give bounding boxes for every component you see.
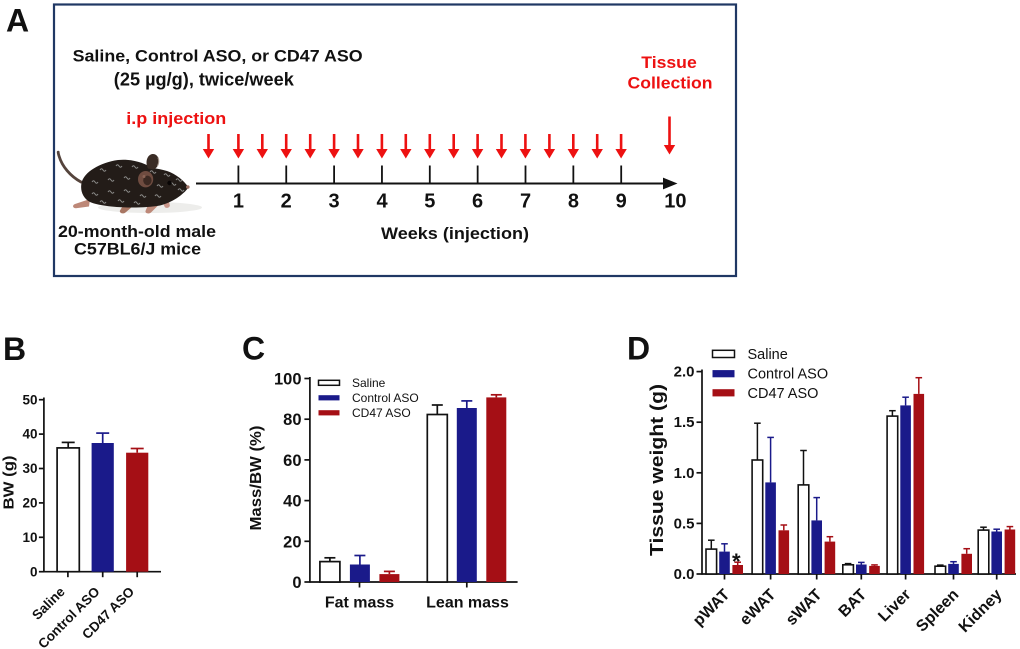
svg-text:Fat mass: Fat mass — [325, 595, 394, 612]
svg-text:B: B — [3, 331, 26, 367]
svg-text:Control ASO: Control ASO — [748, 367, 829, 383]
svg-text:40: 40 — [22, 427, 37, 442]
svg-text:0.5: 0.5 — [674, 515, 695, 532]
svg-text:Tissue: Tissue — [641, 53, 697, 72]
svg-text:CD47 ASO: CD47 ASO — [352, 406, 411, 420]
svg-text:6: 6 — [472, 191, 483, 213]
svg-text:2.0: 2.0 — [674, 364, 695, 381]
svg-text:1: 1 — [233, 191, 244, 213]
svg-text:A: A — [6, 3, 29, 39]
svg-text:5: 5 — [424, 191, 435, 213]
svg-text:8: 8 — [568, 191, 579, 213]
svg-text:Control ASO: Control ASO — [352, 391, 419, 405]
svg-text:1.5: 1.5 — [674, 414, 695, 431]
svg-text:Mass/BW (%): Mass/BW (%) — [248, 426, 265, 531]
svg-text:60: 60 — [283, 452, 301, 470]
svg-text:20-month-old male: 20-month-old male — [58, 222, 216, 241]
svg-text:Lean mass: Lean mass — [426, 595, 509, 612]
svg-text:4: 4 — [376, 191, 388, 213]
svg-text:20: 20 — [22, 496, 37, 511]
svg-text:3: 3 — [329, 191, 340, 213]
svg-text:Saline: Saline — [748, 347, 788, 363]
svg-text:Saline: Saline — [352, 376, 386, 390]
svg-text:2: 2 — [281, 191, 292, 213]
svg-text:100: 100 — [274, 371, 302, 389]
svg-text:Collection: Collection — [628, 74, 713, 93]
svg-text:0: 0 — [292, 574, 301, 592]
svg-text:Saline, Control ASO, or CD47 A: Saline, Control ASO, or CD47 ASO — [73, 48, 363, 66]
svg-text:Weeks (injection): Weeks (injection) — [381, 225, 529, 243]
svg-text:Tissue weight (g): Tissue weight (g) — [647, 384, 667, 556]
svg-text:BW (g): BW (g) — [1, 455, 18, 509]
svg-text:0: 0 — [30, 564, 38, 579]
svg-text:1.0: 1.0 — [674, 465, 695, 482]
svg-text:10: 10 — [664, 191, 686, 213]
svg-text:C57BL6/J mice: C57BL6/J mice — [74, 240, 201, 259]
svg-text:10: 10 — [22, 530, 37, 545]
svg-text:9: 9 — [616, 191, 627, 213]
svg-text:(25 µg/g), twice/week: (25 µg/g), twice/week — [114, 68, 295, 89]
svg-text:CD47 ASO: CD47 ASO — [748, 386, 819, 402]
svg-text:i.p injection: i.p injection — [126, 110, 226, 128]
svg-text:*: * — [732, 549, 741, 574]
svg-text:0.0: 0.0 — [674, 566, 695, 583]
svg-text:50: 50 — [22, 392, 37, 407]
svg-text:30: 30 — [22, 461, 37, 476]
svg-text:40: 40 — [283, 493, 301, 511]
svg-text:80: 80 — [283, 411, 301, 429]
svg-text:D: D — [627, 331, 650, 367]
svg-text:7: 7 — [520, 191, 531, 213]
svg-text:C: C — [242, 331, 265, 367]
svg-text:20: 20 — [283, 533, 301, 551]
